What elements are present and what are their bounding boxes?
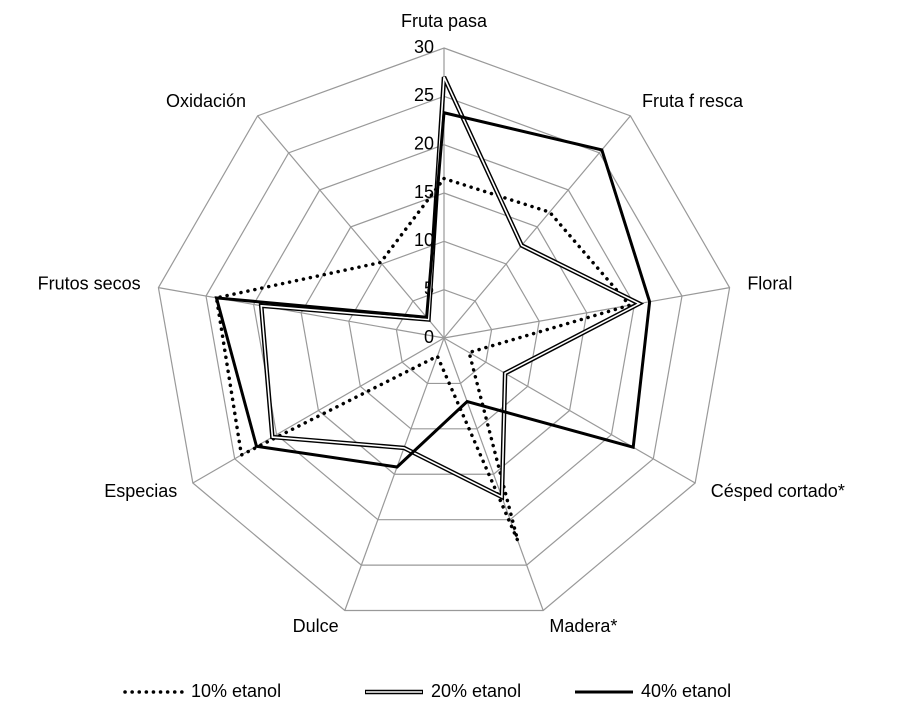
category-label: Dulce [293,616,339,636]
grid-ring [252,144,636,521]
category-label: Césped cortado* [711,481,845,501]
grid-ring [205,95,683,566]
y-tick-label: 0 [424,327,434,347]
series-inner [260,76,641,499]
legend-item: 10% etanol [123,681,281,701]
series [214,110,652,469]
grid-ring [300,192,588,475]
y-tick-label: 20 [414,133,434,153]
spoke [192,337,445,484]
category-label: Madera* [549,616,617,636]
legend-label: 20% etanol [431,681,521,701]
series-line [214,176,633,542]
y-tick-label: 30 [414,37,434,57]
category-label: Fruta f resca [642,91,744,111]
spoke [443,287,730,339]
spoke [158,287,445,339]
series [258,76,645,501]
spoke [344,337,445,611]
y-tick-label: 10 [414,230,434,250]
series [214,176,633,542]
spoke [443,115,631,339]
spoke [443,337,544,611]
spoke [443,337,696,484]
legend-item: 40% etanol [575,681,731,701]
category-label: Oxidación [166,91,246,111]
series-line [214,110,652,469]
y-tick-label: 25 [414,85,434,105]
y-tick-label: 15 [414,182,434,202]
category-label: Fruta pasa [401,11,488,31]
legend-item: 20% etanol [365,681,521,701]
category-label: Frutos secos [38,273,141,293]
category-label: Floral [747,273,792,293]
grid-ring [157,47,731,612]
spoke [257,115,445,339]
legend-label: 40% etanol [641,681,731,701]
grid-ring [348,240,540,430]
legend-label: 10% etanol [191,681,281,701]
category-label: Especias [104,481,177,501]
